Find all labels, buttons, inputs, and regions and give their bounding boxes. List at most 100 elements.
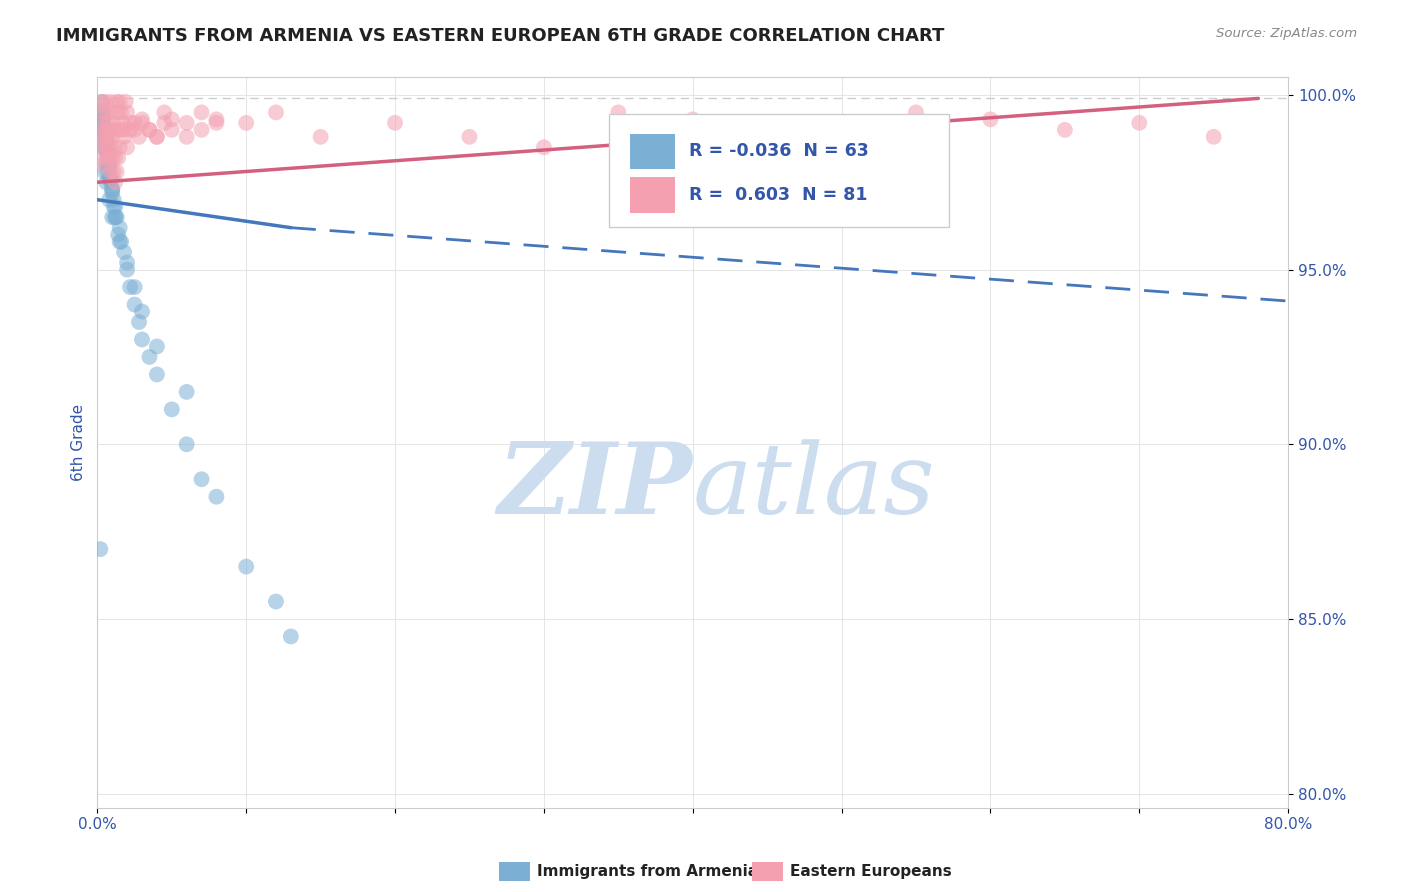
- Point: [98, 158, 121, 172]
- Point: [103, 165, 125, 179]
- Point: [91, 112, 114, 127]
- Point: [176, 437, 198, 451]
- Point: [101, 182, 124, 196]
- Point: [190, 472, 212, 486]
- Point: [131, 116, 153, 130]
- Text: Immigrants from Armenia: Immigrants from Armenia: [537, 864, 758, 879]
- FancyBboxPatch shape: [630, 134, 675, 169]
- Point: [128, 315, 150, 329]
- Point: [94, 123, 117, 137]
- Point: [108, 140, 131, 154]
- Point: [107, 105, 129, 120]
- Point: [176, 129, 198, 144]
- Point: [280, 630, 302, 644]
- Point: [112, 129, 135, 144]
- Point: [176, 116, 198, 130]
- Point: [120, 116, 142, 130]
- Point: [138, 123, 160, 137]
- Point: [124, 297, 146, 311]
- Point: [89, 123, 111, 137]
- Point: [458, 129, 481, 144]
- Point: [124, 116, 146, 130]
- Point: [112, 245, 135, 260]
- Point: [146, 129, 169, 144]
- Point: [104, 210, 127, 224]
- Point: [100, 95, 122, 109]
- Point: [101, 105, 124, 120]
- Text: Source: ZipAtlas.com: Source: ZipAtlas.com: [1216, 27, 1357, 40]
- Point: [101, 151, 124, 165]
- Point: [97, 151, 120, 165]
- Point: [94, 140, 117, 154]
- Point: [104, 210, 127, 224]
- Point: [153, 116, 176, 130]
- Point: [756, 123, 779, 137]
- Point: [146, 368, 169, 382]
- Point: [107, 151, 129, 165]
- Text: R =  0.603  N = 81: R = 0.603 N = 81: [689, 186, 868, 204]
- Point: [90, 112, 112, 127]
- Point: [160, 123, 183, 137]
- Text: Eastern Europeans: Eastern Europeans: [790, 864, 952, 879]
- Point: [105, 210, 128, 224]
- Point: [384, 116, 406, 130]
- Point: [264, 105, 287, 120]
- Point: [160, 112, 183, 127]
- Point: [91, 105, 114, 120]
- Point: [103, 193, 125, 207]
- Point: [98, 123, 121, 137]
- Point: [682, 112, 704, 127]
- Point: [98, 129, 121, 144]
- Point: [97, 144, 120, 158]
- Point: [115, 255, 138, 269]
- Point: [120, 280, 142, 294]
- Point: [96, 133, 118, 147]
- Point: [101, 129, 124, 144]
- Point: [115, 262, 138, 277]
- Point: [110, 123, 132, 137]
- Text: ZIP: ZIP: [498, 438, 693, 534]
- Point: [264, 594, 287, 608]
- Point: [1128, 116, 1150, 130]
- Point: [89, 105, 111, 120]
- Point: [146, 339, 169, 353]
- Point: [96, 158, 118, 172]
- Point: [97, 165, 120, 179]
- Point: [98, 171, 121, 186]
- Point: [104, 151, 127, 165]
- Point: [104, 123, 127, 137]
- Text: R = -0.036  N = 63: R = -0.036 N = 63: [689, 142, 869, 161]
- Point: [94, 95, 117, 109]
- Point: [100, 165, 122, 179]
- Point: [101, 182, 124, 196]
- Point: [108, 235, 131, 249]
- Point: [94, 123, 117, 137]
- Point: [96, 105, 118, 120]
- Point: [98, 158, 121, 172]
- Point: [979, 112, 1001, 127]
- Point: [205, 116, 228, 130]
- Point: [138, 350, 160, 364]
- Point: [104, 200, 127, 214]
- Point: [96, 151, 118, 165]
- Point: [91, 129, 114, 144]
- Point: [124, 123, 146, 137]
- Point: [128, 129, 150, 144]
- Point: [124, 280, 146, 294]
- Point: [97, 144, 120, 158]
- Text: atlas: atlas: [693, 439, 935, 534]
- Point: [91, 158, 114, 172]
- Point: [107, 227, 129, 242]
- Point: [138, 123, 160, 137]
- Point: [131, 333, 153, 347]
- Point: [98, 193, 121, 207]
- Point: [94, 165, 117, 179]
- Point: [831, 129, 853, 144]
- Point: [97, 140, 120, 154]
- Point: [1202, 129, 1225, 144]
- Point: [112, 123, 135, 137]
- Point: [108, 220, 131, 235]
- Point: [103, 200, 125, 214]
- Point: [105, 165, 128, 179]
- FancyBboxPatch shape: [609, 114, 949, 227]
